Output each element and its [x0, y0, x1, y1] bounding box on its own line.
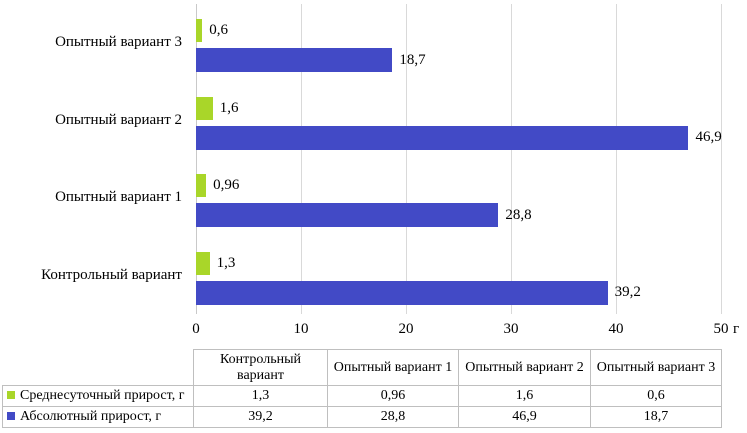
table-cell: 39,2 — [193, 406, 328, 428]
gridline — [301, 4, 302, 314]
table-row-series-2: Абсолютный прирост, г 39,2 28,8 46,9 18,… — [2, 406, 722, 428]
bar-data-label: 0,96 — [213, 177, 240, 193]
bar-row: 0,96 — [196, 174, 239, 197]
series-2-name: Абсолютный прирост, г — [20, 409, 162, 424]
bar-series-2-category-4 — [196, 48, 393, 72]
table-col-header: Опытный вариант 3 — [590, 349, 722, 386]
table-cell: 0,96 — [327, 385, 459, 407]
bar-data-label: 1,3 — [216, 254, 236, 271]
x-axis-tick-label: 10 — [293, 321, 309, 337]
table-col-header: Контрольный вариант — [193, 349, 328, 386]
bar-row: 18,7 — [196, 48, 426, 72]
plot-area: 0,6 18,7 1,6 46,9 0,96 28,8 1,3 39,2 — [196, 4, 722, 314]
x-axis-tick-label: 0 — [192, 321, 200, 337]
series-1-legend-marker-icon — [7, 391, 15, 399]
table-cell: 18,7 — [590, 406, 722, 428]
bar-series-1-category-3 — [196, 96, 213, 120]
gridline — [721, 4, 722, 314]
bar-series-1-category-4 — [196, 19, 203, 42]
series-2-legend-marker-icon — [7, 412, 15, 420]
x-axis-unit-label: г — [733, 321, 740, 337]
series-2-row-header: Абсолютный прирост, г — [2, 406, 194, 428]
x-axis-tick-label: 50 — [713, 321, 729, 337]
bar-data-label: 46,9 — [695, 129, 722, 145]
bar-series-1-category-1 — [196, 251, 210, 275]
bar-data-label: 0,6 — [209, 22, 229, 38]
y-axis-category-label: Опытный вариант 2 — [55, 111, 182, 128]
bar-data-label: 39,2 — [614, 284, 641, 300]
y-axis-category-label: Опытный вариант 1 — [55, 189, 182, 206]
bar-row: 46,9 — [196, 125, 722, 150]
bar-row: 1,3 — [196, 251, 236, 275]
bar-row: 1,6 — [196, 96, 239, 120]
gridline — [406, 4, 407, 314]
series-1-row-header: Среднесуточный прирост, г — [2, 385, 194, 407]
gridline — [616, 4, 617, 314]
bar-series-2-category-1 — [196, 280, 608, 305]
table-cell: 0,6 — [590, 385, 722, 407]
bar-row: 28,8 — [196, 203, 532, 227]
bar-row: 39,2 — [196, 280, 641, 305]
y-axis-labels: Опытный вариант 3 Опытный вариант 2 Опытны… — [0, 4, 188, 314]
y-axis-category-label: Контрольный вариант — [41, 266, 182, 283]
y-axis-line — [196, 4, 197, 314]
series-1-name: Среднесуточный прирост, г — [20, 388, 185, 403]
table-col-header: Опытный вариант 2 — [458, 349, 591, 386]
table-cell: 46,9 — [458, 406, 591, 428]
bar-series-2-category-2 — [196, 203, 499, 227]
table-cell: 28,8 — [327, 406, 459, 428]
x-axis-ticks: 0 10 20 30 40 50 — [192, 321, 728, 341]
bar-series-1-category-2 — [196, 174, 207, 197]
table-cell: 1,3 — [193, 385, 328, 407]
bar-data-label: 28,8 — [505, 206, 532, 223]
table-header-row: Контрольный вариант Опытный вариант 1 Оп… — [3, 349, 722, 386]
table-col-header: Опытный вариант 1 — [327, 349, 459, 386]
x-axis-tick-label: 40 — [608, 321, 624, 337]
table-corner-cell — [3, 350, 194, 386]
y-axis-category-label: Опытный вариант 3 — [55, 34, 182, 51]
bar-series-2-category-3 — [196, 125, 689, 150]
table-row-series-1: Среднесуточный прирост, г 1,3 0,96 1,6 0… — [2, 385, 722, 407]
x-axis-tick-label: 30 — [503, 321, 519, 337]
gridline — [511, 4, 512, 314]
table-cell: 1,6 — [458, 385, 591, 407]
x-axis-tick-label: 20 — [398, 321, 414, 337]
bar-data-label: 1,6 — [219, 99, 239, 116]
bar-row: 0,6 — [196, 19, 228, 42]
data-table: Контрольный вариант Опытный вариант 1 Оп… — [2, 349, 722, 428]
bar-data-label: 18,7 — [399, 51, 426, 68]
